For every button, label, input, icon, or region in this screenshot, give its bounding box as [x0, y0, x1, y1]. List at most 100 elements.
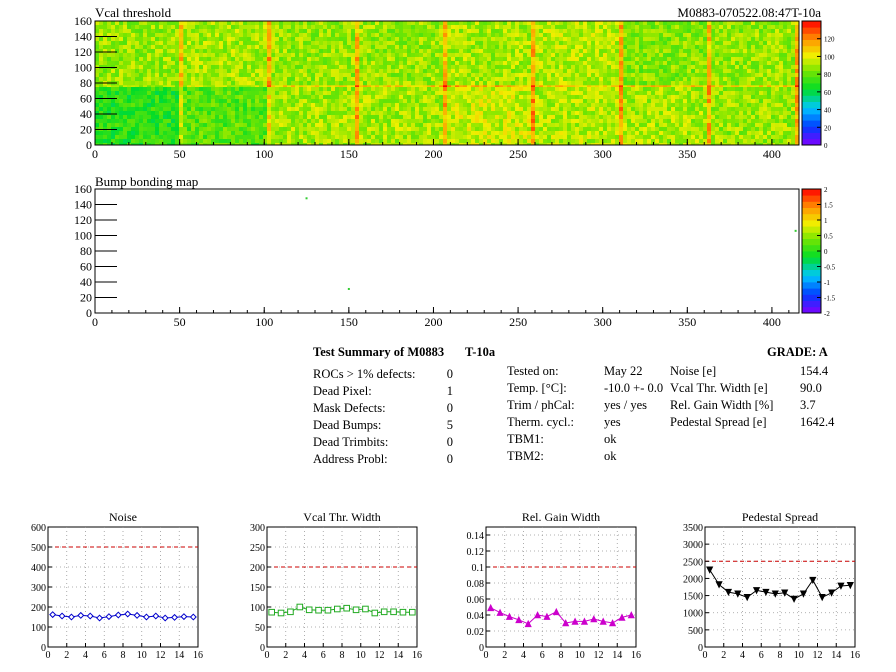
heatmap-cell — [375, 65, 380, 70]
heatmap-cell — [415, 95, 420, 100]
heatmap-cell — [151, 143, 156, 145]
heatmap-cell — [603, 29, 608, 34]
heatmap-cell — [227, 103, 232, 108]
heatmap-cell — [747, 87, 752, 92]
heatmap-cell — [467, 111, 472, 116]
heatmap-cell — [571, 69, 576, 74]
heatmap-cell — [135, 87, 140, 92]
heatmap-cell — [423, 103, 428, 108]
heatmap-cell — [427, 95, 432, 100]
heatmap-cell — [331, 139, 336, 144]
heatmap-cell — [611, 103, 616, 108]
heatmap-cell — [411, 135, 416, 140]
heatmap-cell — [559, 49, 564, 54]
heatmap-cell — [347, 49, 352, 54]
heatmap-cell — [571, 33, 576, 38]
heatmap-cell — [523, 139, 528, 144]
heatmap-cell — [759, 131, 764, 136]
heatmap-cell — [355, 107, 360, 112]
heatmap-cell — [459, 111, 464, 116]
heatmap-cell — [619, 33, 624, 38]
heatmap-cell — [487, 29, 492, 34]
heatmap-cell — [735, 65, 740, 70]
heatmap-cell — [595, 57, 600, 62]
heatmap-cell — [459, 41, 464, 46]
heatmap-cell — [555, 143, 560, 145]
heatmap-cell — [735, 29, 740, 34]
heatmap-cell — [303, 21, 308, 26]
heatmap-cell — [175, 143, 180, 145]
heatmap-cell — [119, 111, 124, 116]
heatmap-cell — [347, 69, 352, 74]
heatmap-cell — [327, 115, 332, 120]
heatmap-cell — [759, 135, 764, 140]
heatmap-cell — [443, 77, 448, 82]
heatmap-cell — [363, 65, 368, 70]
heatmap-cell — [479, 57, 484, 62]
heatmap-cell — [383, 45, 388, 50]
heatmap-cell — [607, 131, 612, 136]
heatmap-cell — [447, 49, 452, 54]
heatmap-cell — [691, 119, 696, 124]
heatmap-cell — [251, 127, 256, 132]
heatmap-cell — [779, 143, 784, 145]
heatmap-cell — [107, 131, 112, 136]
heatmap-cell — [467, 73, 472, 78]
heatmap-cell — [415, 69, 420, 74]
heatmap-cell — [279, 127, 284, 132]
heatmap-cell — [171, 99, 176, 104]
heatmap-cell — [639, 131, 644, 136]
heatmap-cell — [795, 53, 799, 58]
heatmap-cell — [431, 57, 436, 62]
heatmap-cell — [163, 87, 168, 92]
heatmap-cell — [279, 119, 284, 124]
heatmap-cell — [775, 95, 780, 100]
heatmap-cell — [435, 95, 440, 100]
heatmap-cell — [643, 143, 648, 145]
heatmap-cell — [375, 107, 380, 112]
heatmap-cell — [663, 69, 668, 74]
heatmap-cell — [399, 143, 404, 145]
heatmap-cell — [231, 99, 236, 104]
heatmap-cell — [179, 123, 184, 128]
heatmap-cell — [339, 111, 344, 116]
heatmap-cell — [755, 87, 760, 92]
heatmap-cell — [499, 95, 504, 100]
heatmap-cell — [323, 135, 328, 140]
heatmap-cell — [459, 45, 464, 50]
heatmap-cell — [411, 49, 416, 54]
heatmap-cell — [283, 99, 288, 104]
heatmap-cell — [611, 107, 616, 112]
heatmap-cell — [387, 81, 392, 86]
heatmap-cell — [615, 91, 620, 96]
heatmap-cell — [339, 115, 344, 120]
heatmap-cell — [183, 143, 188, 145]
heatmap-cell — [603, 21, 608, 26]
heatmap-cell — [155, 143, 160, 145]
heatmap-cell — [339, 123, 344, 128]
heatmap-cell — [355, 119, 360, 124]
heatmap-cell — [451, 73, 456, 78]
heatmap-cell — [347, 123, 352, 128]
heatmap-cell — [283, 95, 288, 100]
heatmap-cell — [575, 99, 580, 104]
heatmap-cell — [711, 33, 716, 38]
heatmap-cell — [311, 107, 316, 112]
heatmap-cell — [527, 53, 532, 58]
heatmap-cell — [367, 33, 372, 38]
heatmap-cell — [795, 29, 799, 34]
heatmap-cell — [687, 29, 692, 34]
heatmap-cell — [507, 139, 512, 144]
heatmap-cell — [643, 99, 648, 104]
heatmap-cell — [311, 77, 316, 82]
heatmap-cell — [207, 21, 212, 26]
heatmap-cell — [295, 57, 300, 62]
heatmap-cell — [263, 29, 268, 34]
heatmap-cell — [287, 87, 292, 92]
heatmap-cell — [203, 107, 208, 112]
heatmap-cell — [479, 111, 484, 116]
heatmap-cell — [507, 143, 512, 145]
heatmap-cell — [235, 99, 240, 104]
heatmap-cell — [267, 95, 272, 100]
heatmap-cell — [743, 87, 748, 92]
